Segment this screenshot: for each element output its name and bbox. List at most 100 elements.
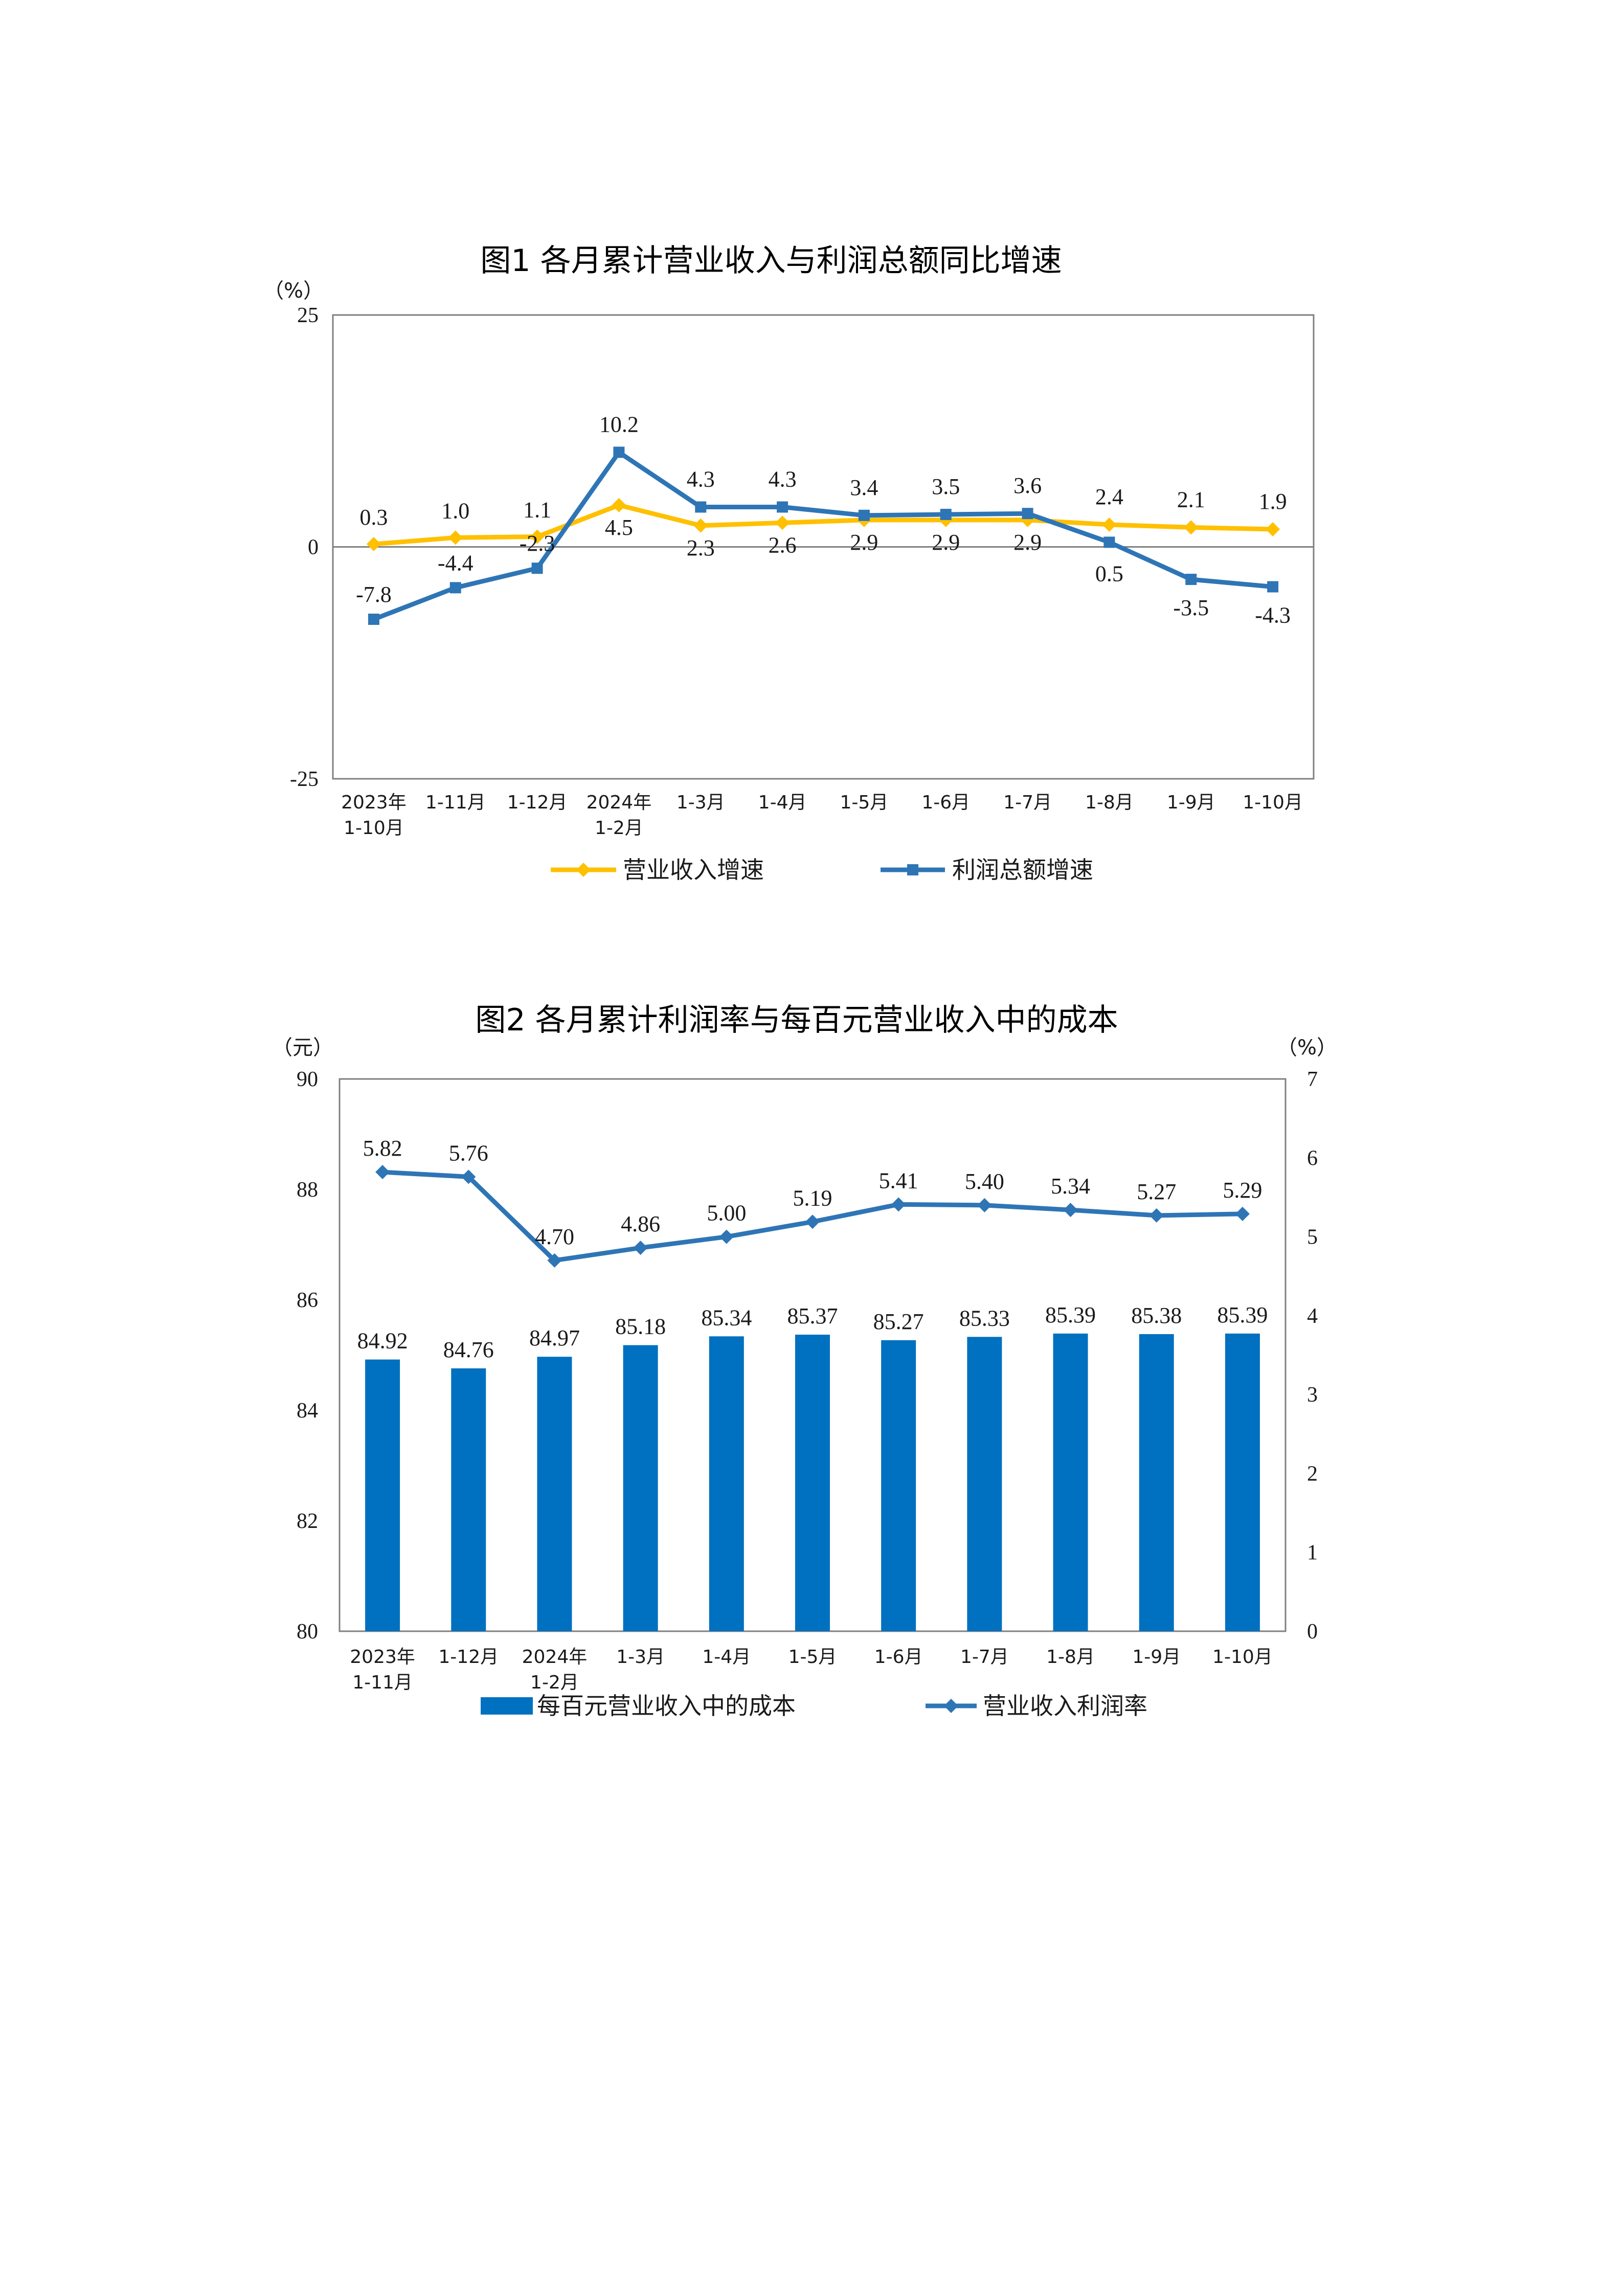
chart2-right-y-tick-label: 1	[1307, 1541, 1318, 1565]
chart2-bar-label: 85.18	[615, 1314, 666, 1339]
chart2-bar-label: 85.27	[873, 1309, 924, 1334]
chart2-bar	[1225, 1333, 1260, 1631]
chart2-x-tick-label: 1-12月	[438, 1647, 499, 1668]
chart2-bar	[537, 1357, 572, 1631]
chart2-line-label: 5.34	[1051, 1174, 1090, 1199]
chart1-data-label: -7.8	[356, 582, 392, 607]
chart1-x-tick-label: 1-10月	[344, 818, 404, 839]
chart1-x-tick-label: 1-12月	[507, 792, 568, 813]
chart1-data-label: 4.5	[605, 515, 633, 540]
chart2-left-y-tick-label: 80	[297, 1620, 318, 1644]
chart1-x-tick-label: 1-2月	[595, 818, 643, 839]
chart1-x-tick-label: 1-11月	[425, 792, 486, 813]
chart1-data-label: -3.5	[1173, 595, 1209, 620]
chart1-x-tick-label: 1-9月	[1167, 792, 1215, 813]
legend-profit-marker	[907, 864, 918, 875]
chart2-bar	[967, 1337, 1002, 1631]
chart1-data-label: 3.6	[1013, 473, 1042, 498]
chart1-data-label: 3.4	[850, 475, 878, 500]
chart2-line-label: 5.40	[965, 1169, 1004, 1194]
chart1-point	[1267, 581, 1279, 593]
chart1-point	[1103, 536, 1115, 548]
chart1-data-label: -4.3	[1255, 603, 1291, 628]
chart1-data-label: -4.4	[438, 550, 474, 575]
chart2-line-label: 5.19	[793, 1185, 832, 1210]
chart2-bar-label: 85.39	[1217, 1302, 1268, 1327]
chart2-bar	[451, 1368, 486, 1631]
chart1-point	[775, 515, 790, 530]
chart2-right-y-tick-label: 4	[1307, 1304, 1318, 1328]
chart1-point	[449, 582, 461, 594]
chart2-line-label: 5.76	[449, 1140, 488, 1165]
chart2-point	[1149, 1208, 1164, 1223]
chart1-data-label: -2.3	[520, 531, 555, 556]
chart1-point	[613, 446, 625, 458]
chart1-y-tick-label: 25	[297, 304, 319, 327]
chart2-point	[977, 1198, 992, 1212]
chart2-point	[1235, 1206, 1250, 1221]
chart2-right-y-tick-label: 3	[1307, 1383, 1318, 1407]
chart2-x-tick-label: 2024年	[522, 1647, 588, 1668]
chart2-bar	[365, 1359, 400, 1631]
chart2-right-y-tick-label: 5	[1307, 1226, 1318, 1249]
legend-profit-label: 利润总额增速	[952, 856, 1093, 884]
chart1-y-tick-label: 0	[308, 536, 319, 559]
chart1-data-label: 2.4	[1095, 484, 1123, 509]
chart1-unit-label: （%）	[263, 279, 324, 303]
legend-cost-label: 每百元营业收入中的成本	[537, 1692, 796, 1720]
chart1-point	[777, 501, 788, 513]
chart2-x-tick-label: 1-2月	[530, 1672, 579, 1693]
chart2-x-tick-label: 1-10月	[1212, 1647, 1273, 1668]
chart2-line-label: 5.82	[363, 1136, 402, 1161]
chart2-point	[461, 1169, 476, 1184]
chart1-point	[368, 613, 379, 625]
chart1-data-label: 1.9	[1259, 489, 1287, 514]
chart1-x-tick-label: 1-3月	[677, 792, 725, 813]
chart2-point	[633, 1241, 648, 1255]
chart2-x-tick-label: 1-3月	[616, 1647, 665, 1668]
chart1-point	[1022, 508, 1033, 520]
chart1-x-tick-label: 2024年	[587, 792, 652, 813]
chart2-x-tick-label: 1-6月	[874, 1647, 923, 1668]
chart2-right-y-tick-label: 2	[1307, 1462, 1318, 1485]
chart1-data-label: 2.9	[850, 530, 878, 555]
legend-revenue-label: 营业收入增速	[623, 856, 764, 884]
chart2-bar-label: 85.39	[1045, 1302, 1096, 1327]
chart2-x-tick-label: 1-11月	[352, 1672, 413, 1693]
chart2-bar-label: 85.33	[959, 1305, 1010, 1331]
chart1-data-label: 2.9	[1013, 530, 1042, 555]
chart2-point	[547, 1253, 562, 1268]
chart-revenue-profit-growth: 图1 各月累计营业收入与利润总额同比增速 （%） 25 0 -25 2023年 1-1…	[263, 243, 1315, 884]
chart2-line-label: 4.86	[621, 1211, 660, 1236]
chart2-left-y-tick-label: 90	[297, 1068, 318, 1091]
chart2-point	[1063, 1203, 1078, 1218]
chart2-bar-label: 84.97	[529, 1325, 580, 1350]
chart1-x-tick-label: 1-5月	[840, 792, 889, 813]
chart1-point	[1184, 520, 1199, 535]
chart2-bar-label: 85.37	[787, 1303, 838, 1329]
chart1-point	[366, 537, 381, 552]
chart2-x-tick-label: 1-4月	[702, 1647, 751, 1668]
chart2-left-y-tick-label: 84	[297, 1399, 318, 1423]
chart2-right-unit-label: （%）	[1277, 1036, 1337, 1060]
chart1-point	[448, 530, 463, 545]
chart1-point	[695, 501, 707, 513]
chart1-title: 图1 各月累计营业收入与利润总额同比增速	[480, 243, 1062, 279]
chart2-bar	[1139, 1334, 1174, 1631]
chart2-point	[375, 1165, 390, 1180]
chart1-data-label: 2.6	[769, 532, 797, 557]
chart1-x-tick-label: 1-10月	[1243, 792, 1303, 813]
chart1-point	[940, 509, 952, 521]
chart-profit-rate-cost: 图2 各月累计利润率与每百元营业收入中的成本 （元） （%） 90 88 86 84 8…	[272, 1002, 1337, 1720]
chart1-data-label: 2.1	[1177, 487, 1205, 512]
chart2-bar-label: 84.76	[443, 1337, 494, 1362]
chart2-bar	[881, 1340, 916, 1631]
chart2-bar	[795, 1335, 830, 1631]
chart2-line-label: 5.41	[879, 1168, 918, 1193]
chart2-x-tick-label: 1-8月	[1046, 1647, 1095, 1668]
chart2-left-y-tick-label: 82	[297, 1510, 318, 1533]
chart2-x-tick-label: 1-5月	[788, 1647, 837, 1668]
chart2-left-unit-label: （元）	[272, 1036, 333, 1060]
chart2-point	[891, 1197, 906, 1212]
chart2-right-y-tick-label: 6	[1307, 1146, 1318, 1170]
